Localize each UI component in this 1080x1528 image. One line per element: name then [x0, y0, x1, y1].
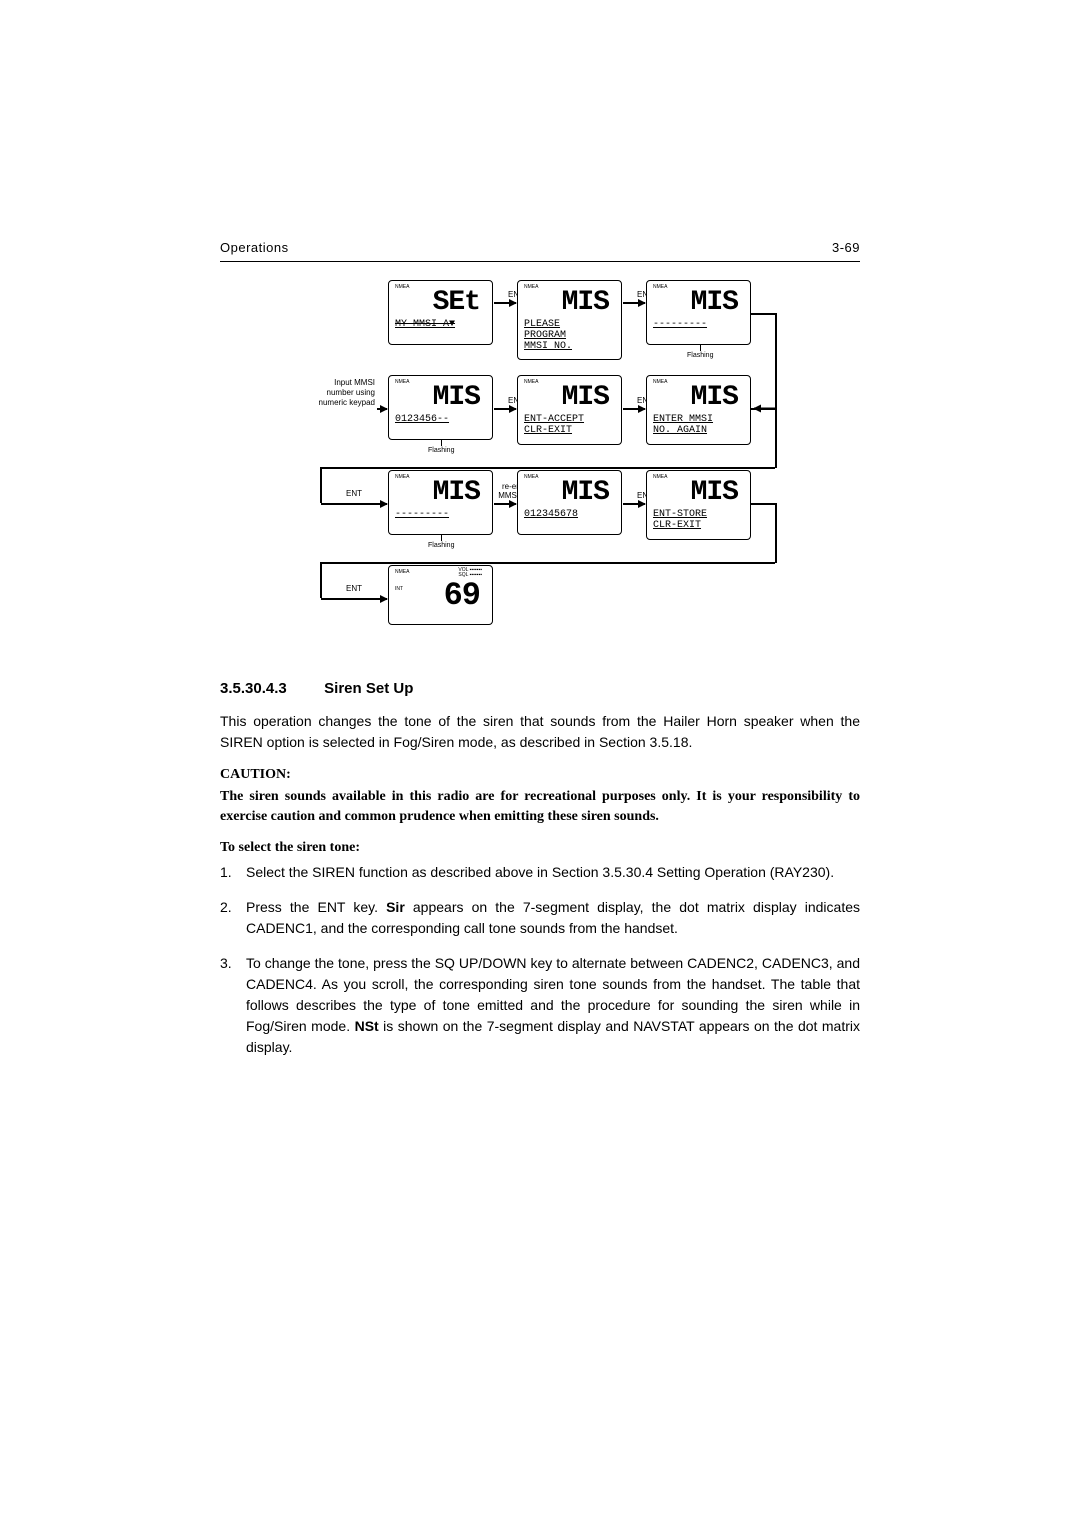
flashing-label: Flashing: [428, 447, 454, 454]
nmea-label: NMEA: [653, 284, 667, 290]
dot-matrix-line: 0123456--: [393, 414, 488, 425]
caution-heading: CAUTION:: [220, 767, 860, 783]
seven-seg: MIS: [393, 382, 488, 414]
nmea-label: NMEA: [395, 474, 409, 480]
dot-matrix-line: ENTER MMSI: [651, 414, 746, 425]
nmea-label: NMEA: [524, 379, 538, 385]
lcd-box-r4-1: NMEA VOL ▪▪▪▪▪▪▪ SQL ▪▪▪▪▪▪▪ INT 69: [388, 565, 493, 625]
arrow: [623, 408, 645, 410]
nmea-label: NMEA: [395, 569, 409, 575]
lcd-box-r1-1: NMEA SEt MY MMSI A▼: [388, 280, 493, 345]
caution-body: The siren sounds available in this radio…: [220, 787, 860, 826]
section-title: Siren Set Up: [324, 680, 413, 697]
flashing-label: Flashing: [428, 542, 454, 549]
flow-diagram: NMEA SEt MY MMSI A▼ ENT NMEA MIS PLEASE …: [220, 280, 860, 650]
header-left: Operations: [220, 240, 289, 255]
side-label: ENT: [334, 489, 374, 499]
header-right: 3-69: [832, 240, 860, 255]
connector: [775, 503, 777, 563]
dot-matrix-line: ---------: [651, 319, 746, 330]
arrow: [321, 598, 387, 600]
nmea-label: NMEA: [524, 474, 538, 480]
nmea-label: NMEA: [395, 379, 409, 385]
dot-matrix-line: ENT-STORE: [651, 509, 746, 520]
int-label: INT: [395, 586, 403, 592]
dot-matrix-line: ENT-ACCEPT: [522, 414, 617, 425]
arrow: [494, 503, 516, 505]
nmea-label: NMEA: [653, 474, 667, 480]
seven-seg: MIS: [522, 477, 617, 509]
step-3: To change the tone, press the SQ UP/DOWN…: [220, 953, 860, 1058]
lcd-box-r2-3: NMEA MIS ENTER MMSI NO. AGAIN: [646, 375, 751, 445]
flashing-label: Flashing: [687, 352, 713, 359]
nmea-label: NMEA: [395, 284, 409, 290]
procedure-subhead: To select the siren tone:: [220, 840, 860, 856]
connector: [775, 408, 777, 468]
connector: [320, 562, 775, 564]
bold-text: NSt: [355, 1018, 379, 1034]
dot-matrix-line: ---------: [393, 509, 488, 520]
dot-matrix-line: CLR-EXIT: [522, 425, 617, 436]
body-paragraph: This operation changes the tone of the s…: [220, 711, 860, 753]
side-label-text: Input MMSI number using numeric keypad: [319, 378, 375, 407]
connector: [320, 467, 322, 503]
section-heading: 3.5.30.4.3 Siren Set Up: [220, 680, 860, 697]
arrow: [494, 302, 516, 304]
arrow: [623, 503, 645, 505]
connector: [320, 467, 775, 469]
connector: [751, 313, 775, 315]
seven-seg: MIS: [651, 477, 746, 509]
seven-seg: MIS: [651, 382, 746, 414]
side-label: Input MMSI number using numeric keypad: [295, 378, 375, 408]
dot-matrix-line: PROGRAM: [522, 330, 617, 341]
lcd-box-r3-3: NMEA MIS ENT-STORE CLR-EXIT: [646, 470, 751, 540]
dot-matrix-line: MY MMSI A▼: [393, 319, 488, 330]
seven-seg: MIS: [651, 287, 746, 319]
step-text: Press the ENT key.: [246, 899, 386, 915]
dot-matrix-line: MMSI NO.: [522, 341, 617, 352]
seven-seg: MIS: [393, 477, 488, 509]
dot-matrix-line: CLR-EXIT: [651, 520, 746, 531]
seven-seg: 69: [393, 580, 488, 612]
seven-seg: MIS: [522, 287, 617, 319]
nmea-label: NMEA: [524, 284, 538, 290]
vol-sql-bars: VOL ▪▪▪▪▪▪▪ SQL ▪▪▪▪▪▪▪: [458, 568, 482, 578]
connector: [775, 313, 777, 408]
side-label: ENT: [334, 584, 374, 594]
dot-matrix-line: PLEASE: [522, 319, 617, 330]
dot-matrix-line: NO. AGAIN: [651, 425, 746, 436]
connector: [320, 562, 322, 598]
seven-seg: MIS: [522, 382, 617, 414]
step-1: Select the SIREN function as described a…: [220, 862, 860, 883]
connector: [751, 503, 775, 505]
lcd-box-r2-1: NMEA MIS 0123456--: [388, 375, 493, 440]
bold-text: Sir: [386, 899, 405, 915]
header-rule: [220, 261, 860, 262]
arrow: [321, 503, 387, 505]
step-2: Press the ENT key. Sir appears on the 7-…: [220, 897, 860, 939]
seven-seg: SEt: [393, 287, 488, 319]
arrow: [494, 408, 516, 410]
connector: [751, 408, 775, 410]
section-number: 3.5.30.4.3: [220, 680, 320, 697]
nmea-label: NMEA: [653, 379, 667, 385]
lcd-box-r1-3: NMEA MIS ---------: [646, 280, 751, 345]
arrow: [377, 408, 387, 410]
steps-list: Select the SIREN function as described a…: [220, 862, 860, 1058]
dot-matrix-line: 012345678: [522, 509, 617, 520]
lcd-box-r2-2: NMEA MIS ENT-ACCEPT CLR-EXIT: [517, 375, 622, 445]
lcd-box-r3-2: NMEA MIS 012345678: [517, 470, 622, 535]
arrow: [623, 302, 645, 304]
lcd-box-r3-1: NMEA MIS ---------: [388, 470, 493, 535]
page-header: Operations 3-69: [220, 240, 860, 255]
lcd-box-r1-2: NMEA MIS PLEASE PROGRAM MMSI NO.: [517, 280, 622, 360]
